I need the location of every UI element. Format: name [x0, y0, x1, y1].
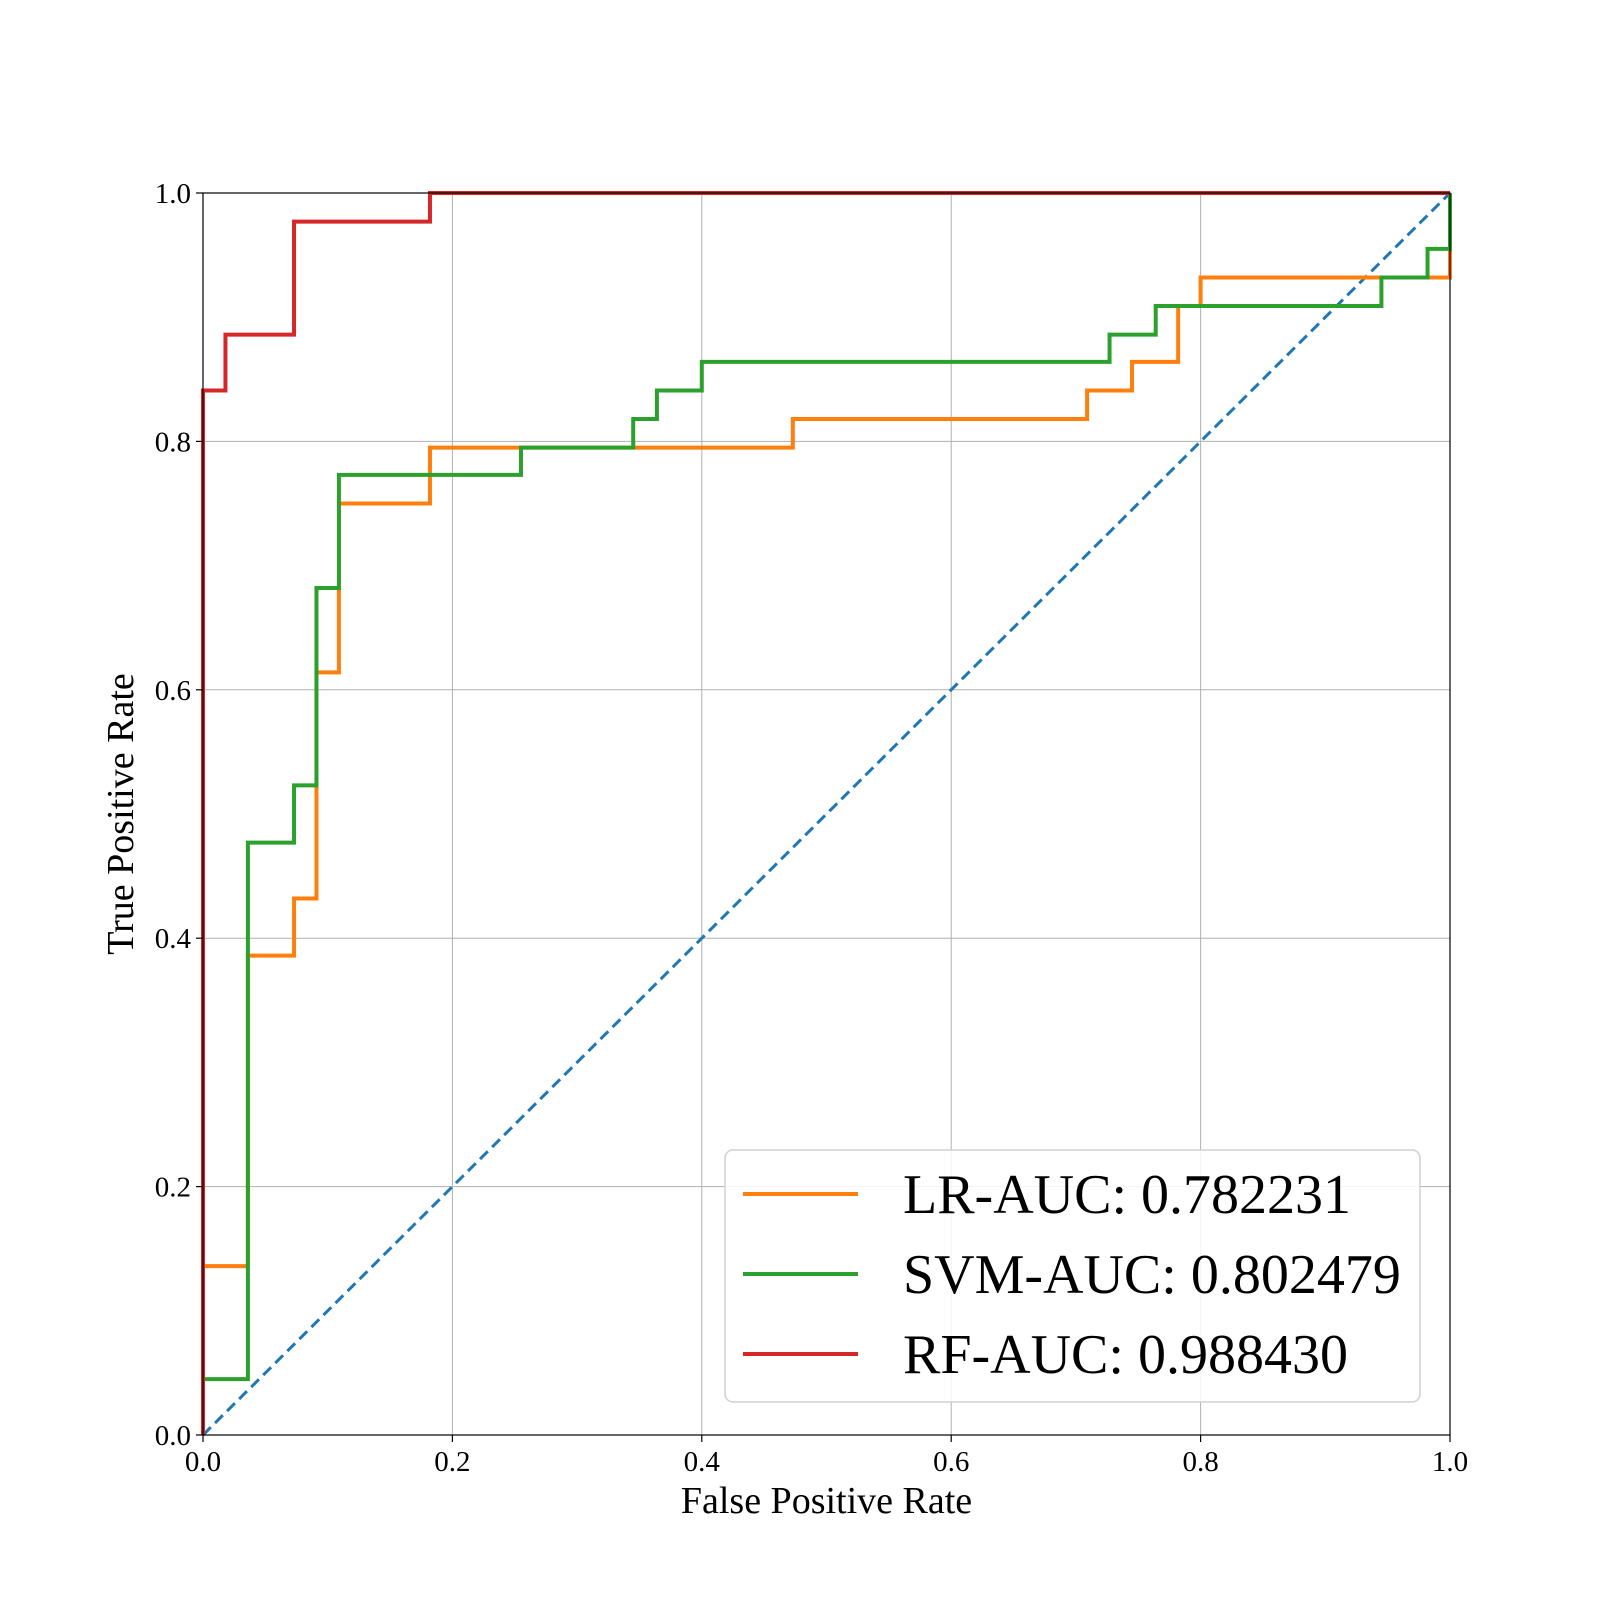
reference-diagonal-line	[201, 191, 1452, 1437]
x-tick-label: 0.4	[684, 1446, 721, 1478]
x-tick-label: 0.0	[185, 1446, 221, 1478]
y-tick-label: 0.6	[155, 675, 191, 707]
y-tick-label: 0.8	[155, 426, 191, 458]
legend: LR-AUC: 0.782231 SVM-AUC: 0.802479 RF-AUC:…	[724, 1149, 1421, 1403]
x-tick-label: 1.0	[1432, 1446, 1468, 1478]
x-tick-label: 0.2	[434, 1446, 470, 1478]
legend-label: LR-AUC: 0.782231	[903, 1164, 1351, 1226]
y-axis-ticks: 0.0 0.2 0.4 0.6 0.8 1.0	[155, 178, 203, 1452]
y-tick-label: 1.0	[155, 178, 191, 210]
plot-area-frame	[202, 192, 1451, 1436]
legend-label: RF-AUC: 0.988430	[903, 1324, 1348, 1386]
y-tick-label: 0.2	[155, 1172, 191, 1204]
x-tick-label: 0.6	[933, 1446, 969, 1478]
series-lines	[201, 191, 1452, 1435]
y-tick-label: 0.4	[155, 923, 192, 955]
legend-box	[724, 1149, 1421, 1403]
y-axis-label: True Positive Rate	[100, 673, 142, 955]
reference-diagonal	[201, 191, 1452, 1437]
x-tick-label: 0.8	[1182, 1446, 1218, 1478]
x-axis-label: False Positive Rate	[681, 1480, 972, 1522]
x-axis-ticks: 0.0 0.2 0.4 0.6 0.8 1.0	[185, 1435, 1468, 1478]
series-line-2	[201, 191, 1450, 1435]
series-line-1	[201, 193, 1452, 1435]
legend-label: SVM-AUC: 0.802479	[903, 1244, 1401, 1306]
y-tick-label: 0.0	[155, 1420, 191, 1452]
